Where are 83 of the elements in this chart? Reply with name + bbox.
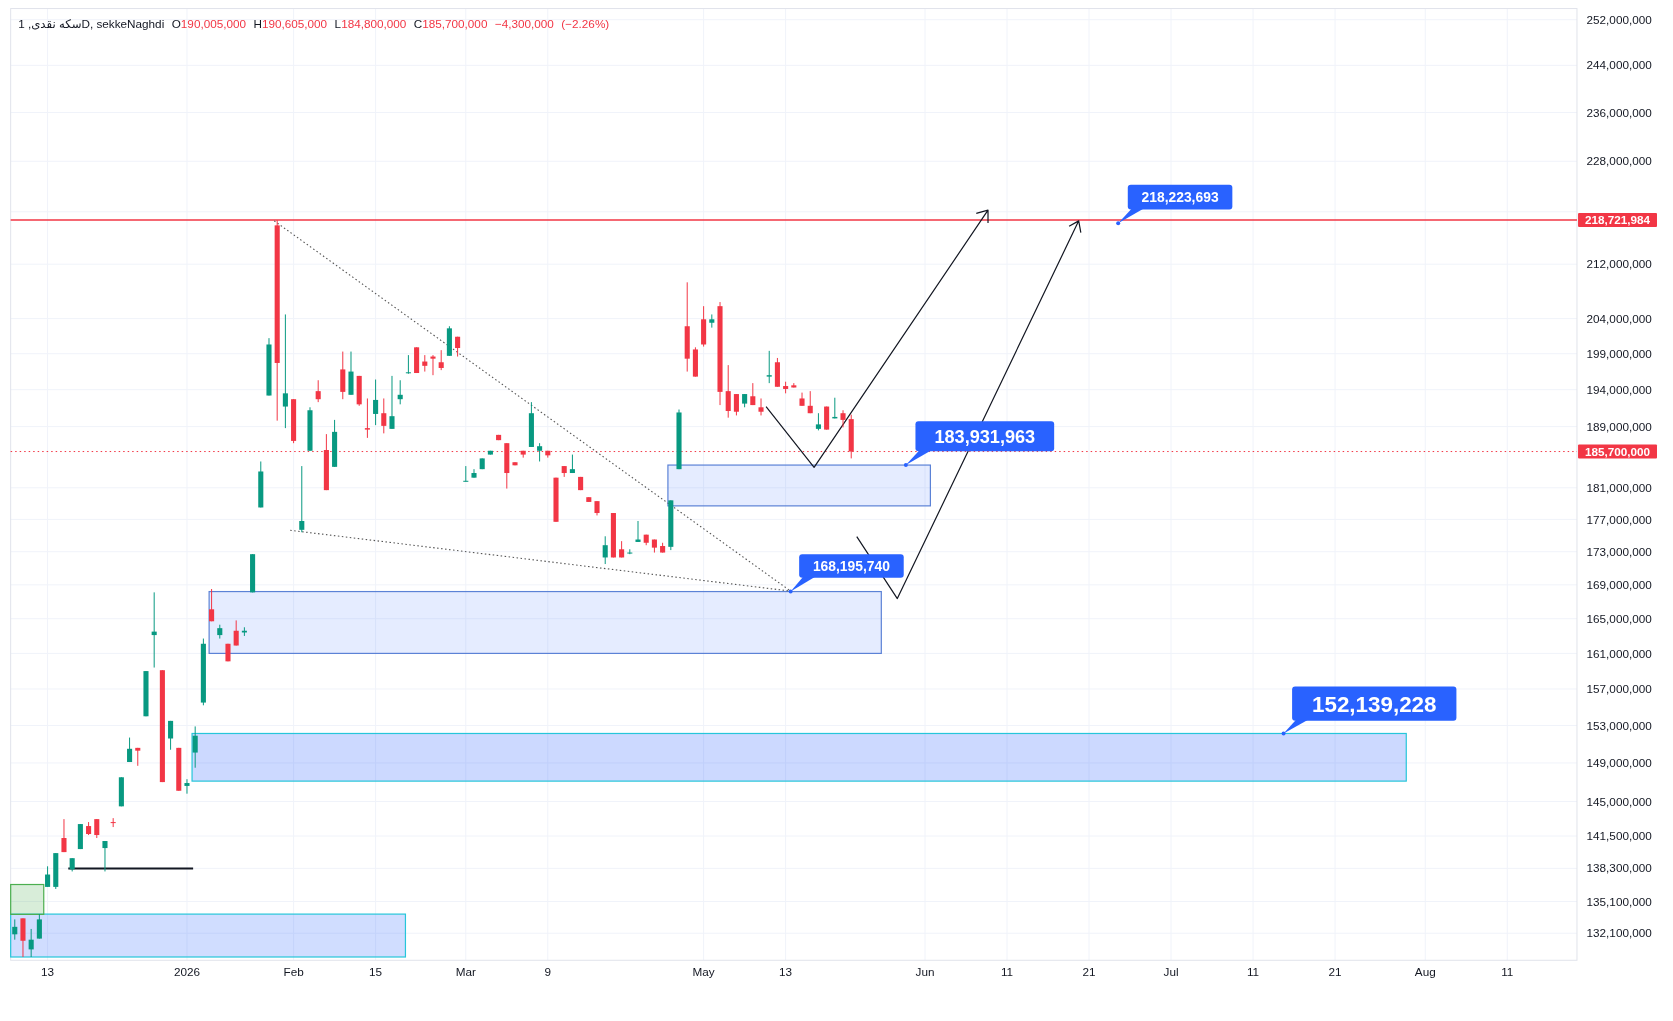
x-tick-label: Feb — [283, 965, 305, 979]
y-tick-label: 244,000,000 — [1586, 58, 1653, 72]
annotation: 218,223,693 — [1141, 189, 1219, 206]
candlestick — [340, 351, 346, 400]
y-tick-label: 141,500,000 — [1586, 829, 1653, 843]
x-tick-label: 11 — [1000, 965, 1014, 979]
candlestick — [635, 520, 641, 543]
y-tick-label: 153,000,000 — [1586, 718, 1653, 732]
candlestick — [28, 928, 34, 958]
annotation: 152,139,228 — [1311, 691, 1437, 717]
y-tick-label: 138,300,000 — [1586, 861, 1653, 875]
candlestick — [364, 397, 370, 439]
y-tick-label: 135,100,000 — [1586, 894, 1653, 908]
y-tick-label: 149,000,000 — [1586, 756, 1653, 770]
candlestick — [12, 918, 18, 941]
candlestick — [192, 725, 198, 769]
ref-line-label: 185,700,000 — [1584, 444, 1651, 458]
candlestick — [758, 397, 764, 416]
x-tick-label: 9 — [544, 965, 552, 979]
candlestick — [438, 349, 444, 371]
candlestick — [20, 917, 26, 958]
candlestick — [233, 619, 239, 647]
y-tick-label: 161,000,000 — [1586, 646, 1653, 660]
ref-line-label: 218,721,984 — [1584, 213, 1651, 227]
candlestick — [733, 393, 739, 416]
candlestick — [61, 818, 67, 853]
candlestick — [381, 397, 387, 434]
candlestick — [766, 350, 772, 384]
candlestick — [94, 818, 100, 839]
y-tick-label: 177,000,000 — [1586, 512, 1653, 526]
candlestick — [168, 720, 174, 751]
annotation: 183,931,963 — [934, 426, 1036, 447]
candlestick — [36, 913, 42, 940]
x-tick-label: 11 — [1246, 965, 1260, 979]
x-tick-label: 21 — [1082, 965, 1096, 979]
annotation: 168,195,740 — [812, 557, 891, 574]
candlestick — [348, 351, 354, 396]
y-tick-label: 157,000,000 — [1586, 682, 1653, 696]
candlestick — [405, 354, 411, 375]
candlestick — [725, 364, 731, 419]
x-tick-label: Jul — [1163, 965, 1179, 979]
candlestick — [840, 409, 846, 428]
y-tick-label: 236,000,000 — [1586, 105, 1653, 119]
x-tick-label: 15 — [369, 965, 383, 979]
y-tick-label: 169,000,000 — [1586, 577, 1653, 591]
x-tick-label: Jun — [915, 965, 935, 979]
y-tick-label: 189,000,000 — [1586, 419, 1653, 433]
y-tick-label: 194,000,000 — [1586, 382, 1653, 396]
y-tick-label: 252,000,000 — [1586, 12, 1653, 26]
candlestick — [45, 865, 51, 888]
candlestick — [397, 379, 403, 405]
y-tick-label: 145,000,000 — [1586, 794, 1653, 808]
candlestick — [127, 737, 133, 763]
y-tick-label: 212,000,000 — [1586, 257, 1653, 271]
candlestick — [102, 840, 108, 872]
candlestick — [315, 379, 321, 403]
y-tick-label: 165,000,000 — [1586, 611, 1653, 625]
candlestick — [373, 379, 379, 426]
x-tick-label: 21 — [1328, 965, 1342, 979]
x-tick-label: 13 — [41, 965, 55, 979]
y-tick-label: 132,100,000 — [1586, 926, 1653, 940]
x-tick-label: 13 — [779, 965, 793, 979]
x-tick-label: 11 — [1501, 965, 1514, 979]
x-tick-label: 2026 — [173, 965, 201, 979]
candlestick — [389, 375, 395, 430]
candlestick — [282, 313, 288, 429]
x-tick-label: May — [692, 965, 715, 979]
y-tick-label: 228,000,000 — [1586, 154, 1653, 168]
candlestick — [602, 535, 608, 565]
candlestick — [463, 465, 469, 483]
y-tick-label: 204,000,000 — [1586, 311, 1653, 325]
candlestick — [537, 442, 543, 462]
text: سکه نقدی, 1D, sekkeNaghdi — [18, 16, 165, 30]
x-tick-label: Mar — [455, 965, 476, 979]
y-tick-label: 199,000,000 — [1586, 346, 1653, 360]
candlestick — [184, 778, 190, 795]
candlestick — [430, 354, 436, 376]
candlestick — [299, 465, 305, 533]
y-tick-label: 173,000,000 — [1586, 544, 1653, 558]
y-tick-label: 181,000,000 — [1586, 480, 1653, 494]
candlestick — [209, 588, 215, 622]
x-tick-label: Aug — [1414, 965, 1436, 979]
text: O190,005,000 H190,605,000 L184,800,000 C185,700,000 −4,300,000 (−2.26%) — [171, 16, 610, 30]
